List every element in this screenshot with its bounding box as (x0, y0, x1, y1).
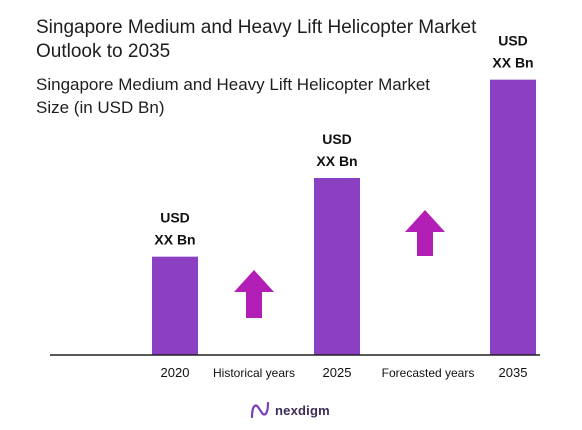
chart-subtitle: Singapore Medium and Heavy Lift Helicopt… (36, 75, 431, 117)
growth-arrow-historical-icon (234, 270, 274, 318)
tick-label-2025: 2025 (323, 365, 352, 380)
brand-logo: nexdigm (250, 400, 330, 420)
data-label-2025-line1: USD (322, 131, 352, 147)
bar-2020 (152, 256, 198, 355)
bar-2025 (314, 178, 360, 355)
period-label-historical: Historical years (213, 366, 295, 380)
tick-label-2020: 2020 (161, 365, 190, 380)
growth-arrow-forecast-icon (405, 210, 445, 256)
bar-2035 (490, 79, 536, 356)
data-label-2020-line2: XX Bn (154, 232, 195, 248)
data-label-2035-line2: XX Bn (492, 55, 533, 71)
tick-label-2035: 2035 (499, 365, 528, 380)
chart-title: Singapore Medium and Heavy Lift Helicopt… (36, 17, 477, 62)
period-label-forecasted: Forecasted years (382, 366, 475, 380)
data-label-2035-line1: USD (498, 33, 528, 49)
data-label-2025-line2: XX Bn (316, 153, 357, 169)
brand-name: nexdigm (275, 402, 330, 418)
data-label-2020-line1: USD (160, 210, 190, 226)
nexdigm-logo-icon (250, 401, 270, 419)
